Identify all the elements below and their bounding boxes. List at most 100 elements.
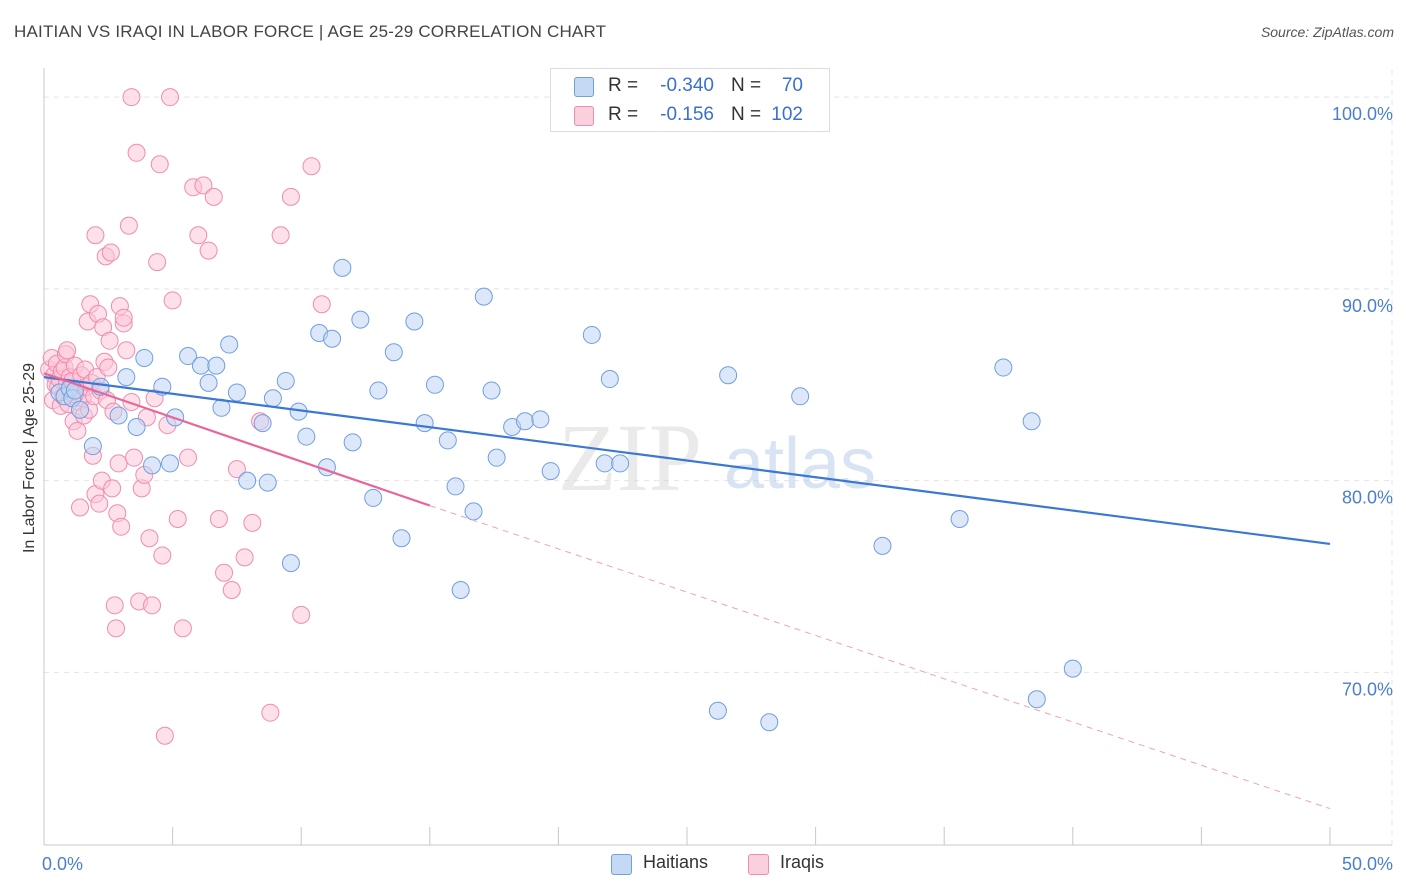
haitians-point	[487, 448, 506, 467]
haitians-point	[873, 536, 892, 555]
haitians-point	[199, 373, 218, 392]
bottom-legend-swatch-haitians	[611, 854, 632, 875]
y-tick-label: 100.0%	[1332, 104, 1393, 124]
iraqis-point	[271, 226, 290, 245]
y-tick-label: 80.0%	[1342, 488, 1393, 508]
y-tick-label: 70.0%	[1342, 679, 1393, 699]
iraqis-point	[302, 157, 321, 176]
haitians-point	[227, 383, 246, 402]
watermark-atlas: atlas	[724, 424, 876, 504]
haitians-point	[191, 356, 210, 375]
iraqis-point	[107, 619, 126, 638]
haitians-point	[415, 414, 434, 433]
haitians-point	[297, 427, 316, 446]
haitians-point	[276, 371, 295, 390]
iraqis-point	[125, 448, 144, 467]
haitians-point	[595, 454, 614, 473]
haitians-point	[83, 437, 102, 456]
x-tick-label-min: 0.0%	[42, 854, 83, 874]
iraqis-point	[155, 726, 174, 745]
tick-labels: 70.0% 80.0% 90.0% 100.0% 0.0% 50.0%	[42, 104, 1393, 874]
haitians-point	[351, 310, 370, 329]
haitians-point	[515, 412, 534, 431]
iraqis-point	[101, 243, 120, 262]
y-tick-label: 90.0%	[1342, 296, 1393, 316]
haitians-point	[207, 356, 226, 375]
iraqis-point	[143, 596, 162, 615]
trend-lines	[43, 372, 1331, 810]
iraqis-point	[109, 454, 128, 473]
haitians-point	[994, 358, 1013, 377]
haitians-point	[760, 713, 779, 732]
iraqis-point	[148, 253, 167, 272]
iraqis-point	[117, 341, 136, 360]
watermark: ZIP atlas	[558, 404, 876, 511]
correlation-legend: R = -0.340 N = 70 R = -0.156 N = 102	[550, 68, 830, 132]
haitians-point	[446, 477, 465, 496]
iraqis-point	[173, 619, 192, 638]
iraqis-point	[199, 241, 218, 260]
iraqis-point	[140, 529, 159, 548]
iraqis-point	[161, 88, 180, 107]
iraqis-point	[68, 421, 87, 440]
haitians-point	[127, 417, 146, 436]
x-tick-label-max: 50.0%	[1342, 854, 1393, 874]
haitians-point	[258, 473, 277, 492]
iraqis-point	[58, 341, 77, 360]
legend-r-value-haitians: -0.340	[660, 75, 714, 96]
haitians-point	[791, 387, 810, 406]
haitians-point	[482, 381, 501, 400]
iraqis-point	[122, 88, 141, 107]
haitians-point	[425, 375, 444, 394]
iraqis-point	[90, 494, 109, 513]
haitians-point	[71, 400, 90, 419]
haitians-point	[117, 368, 136, 387]
haitians-point	[179, 347, 198, 366]
haitians-point	[600, 370, 619, 389]
iraqis-point	[119, 216, 138, 235]
haitians-point	[1027, 690, 1046, 709]
iraqis-trend-line	[43, 372, 431, 507]
haitians-point	[263, 389, 282, 408]
haitians-point	[384, 343, 403, 362]
legend-row-haitians: R = -0.340 N = 70	[551, 71, 829, 101]
legend-r-value-iraqis: -0.156	[660, 104, 714, 125]
haitians-point	[364, 488, 383, 507]
haitians-point	[135, 348, 154, 367]
haitians-point	[474, 287, 493, 306]
source-credit[interactable]: Source: ZipAtlas.com	[1260, 24, 1394, 40]
legend-n-value-haitians: 70	[781, 75, 803, 96]
iraqis-point	[194, 176, 213, 195]
iraqis-point	[122, 393, 141, 412]
haitians-points	[50, 88, 1082, 732]
haitians-point	[950, 510, 969, 529]
axes	[43, 68, 1392, 846]
iraqis-point	[281, 187, 300, 206]
haitians-point	[451, 580, 470, 599]
iraqis-point	[114, 308, 133, 327]
haitians-point	[405, 312, 424, 331]
haitians-point	[1022, 412, 1041, 431]
haitians-point	[1063, 659, 1082, 678]
iraqis-point	[153, 546, 172, 565]
haitians-point	[611, 454, 630, 473]
iraqis-point	[312, 295, 331, 314]
iraqis-point	[99, 358, 118, 377]
legend-row-iraqis: R = -0.156 N = 102	[551, 100, 829, 130]
iraqis-point	[227, 460, 246, 479]
legend-swatch-iraqis	[574, 106, 594, 126]
iraqis-point	[292, 605, 311, 624]
haitians-point	[369, 381, 388, 400]
iraqis-point	[168, 510, 187, 529]
iraqis-point	[86, 226, 105, 245]
haitians-point	[531, 410, 550, 429]
iraqis-point	[222, 580, 241, 599]
watermark-zip: ZIP	[558, 404, 702, 511]
chart-title: HAITIAN VS IRAQI IN LABOR FORCE | AGE 25…	[14, 22, 607, 41]
iraqis-point	[235, 548, 254, 567]
bottom-legend-swatch-iraqis	[748, 854, 769, 875]
iraqis-point	[163, 291, 182, 310]
haitians-point	[281, 554, 300, 573]
haitians-point	[343, 433, 362, 452]
